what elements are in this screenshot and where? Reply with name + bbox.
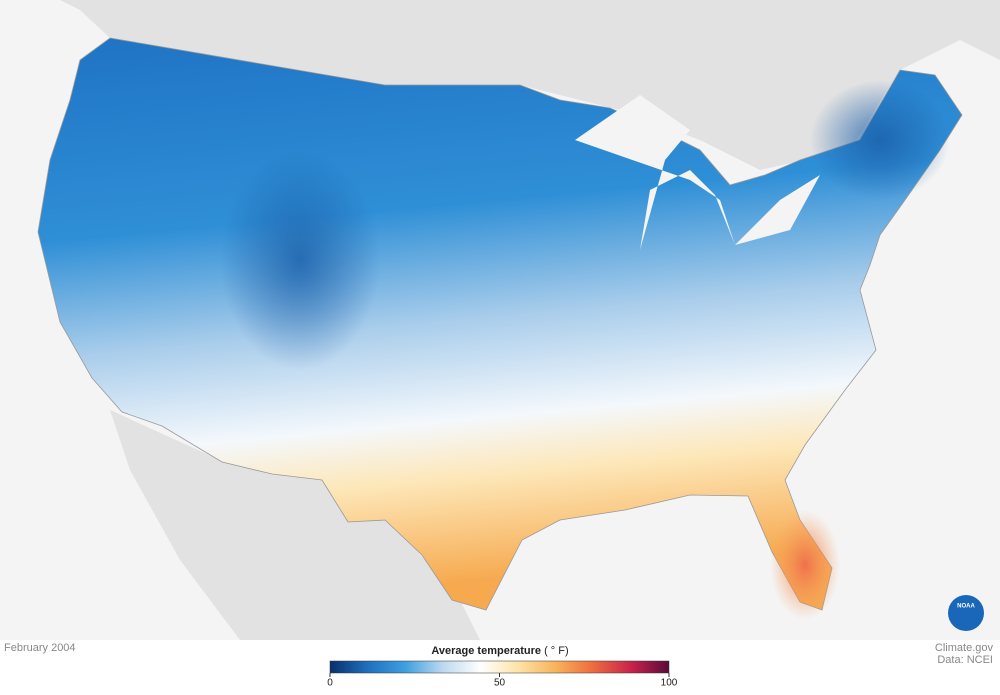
mexico-land	[110, 410, 480, 640]
legend-colorbar	[329, 660, 670, 674]
northeast-cold	[810, 80, 950, 200]
credit-site: Climate.gov	[935, 642, 994, 654]
legend-tick-label: 100	[661, 678, 678, 689]
rockies-cold	[220, 150, 380, 370]
florida-warm	[770, 510, 840, 620]
noaa-logo	[948, 595, 984, 631]
legend-unit: ( ° F)	[544, 645, 569, 657]
canada-land	[60, 0, 1000, 170]
noaa-logo-text: NOAA	[957, 604, 975, 610]
date-label: February 2004	[4, 642, 76, 654]
legend-tick-label: 0	[327, 678, 333, 689]
legend-title-text: Average temperature	[431, 645, 541, 657]
credit-source: Data: NCEI	[937, 654, 993, 666]
legend-title: Average temperature ( ° F)	[431, 645, 568, 657]
legend-tick-label: 50	[494, 678, 506, 689]
great-lakes	[575, 95, 820, 250]
